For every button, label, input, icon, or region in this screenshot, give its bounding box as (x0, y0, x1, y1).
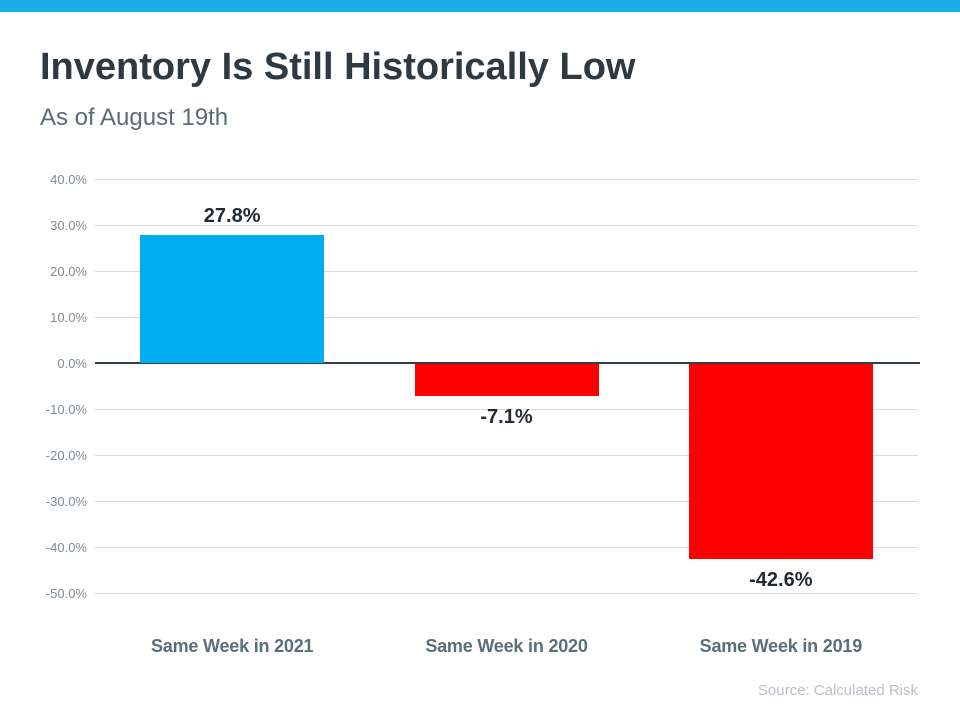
category-label: Same Week in 2020 (425, 636, 588, 656)
gridline (95, 317, 918, 318)
y-axis-tick-label: -40.0% (45, 540, 87, 555)
chart-title: Inventory Is Still Historically Low (40, 46, 636, 88)
y-axis-tick-label: -30.0% (45, 494, 87, 509)
y-axis-tick-label: -10.0% (45, 402, 87, 417)
bar-same-week-in-2021 (140, 235, 325, 363)
y-axis-tick-label: 30.0% (50, 218, 87, 233)
bar-value-label: -42.6% (749, 568, 813, 591)
y-axis-tick-label: 10.0% (50, 310, 87, 325)
bar-same-week-in-2020 (414, 364, 599, 396)
gridline (95, 455, 918, 456)
gridline (95, 271, 918, 272)
y-axis-tick-label: 20.0% (50, 264, 87, 279)
y-axis-tick-label: 0.0% (57, 356, 87, 371)
y-axis-tick-label: 40.0% (50, 172, 87, 187)
gridline (95, 225, 918, 226)
gridline (95, 409, 918, 410)
gridline (95, 593, 918, 594)
bar-value-label: 27.8% (203, 205, 261, 228)
gridline (95, 547, 918, 548)
bar-value-label: -7.1% (480, 405, 533, 428)
category-label: Same Week in 2019 (699, 636, 863, 656)
gridline (95, 501, 918, 502)
bar-same-week-in-2019 (688, 364, 873, 559)
gridline (95, 179, 918, 180)
source-attribution: Source: Calculated Risk (757, 682, 918, 699)
y-axis-tick-label: -20.0% (45, 448, 87, 463)
zero-axis-line (95, 362, 920, 364)
top-accent-bar (0, 0, 960, 12)
y-axis-tick-label: -50.0% (45, 586, 87, 601)
category-label: Same Week in 2021 (150, 636, 314, 656)
chart-subtitle: As of August 19th (40, 104, 229, 131)
